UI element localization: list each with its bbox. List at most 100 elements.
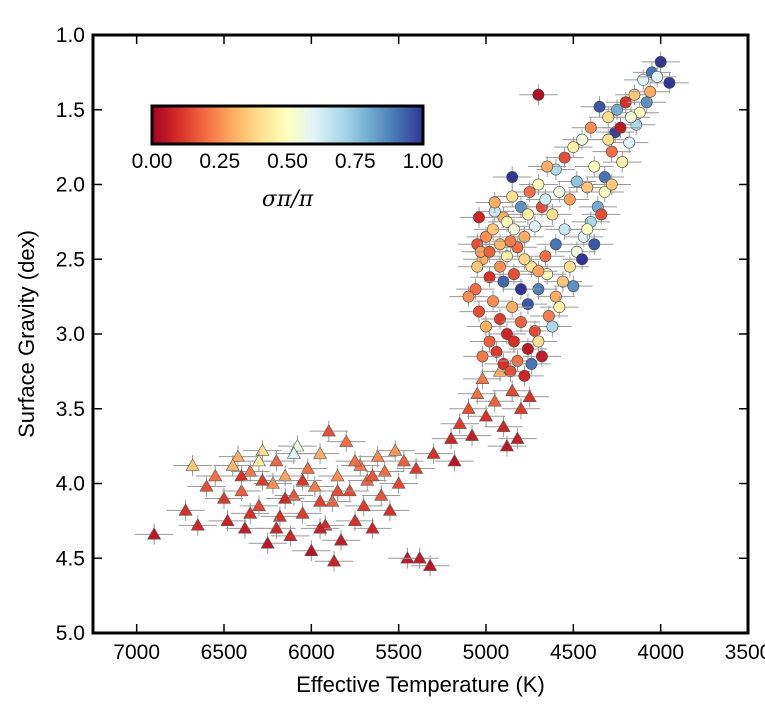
data-point-circle (518, 369, 531, 382)
data-point-triangle (356, 498, 371, 512)
data-point-circle (471, 260, 484, 273)
data-point-circle (504, 235, 517, 248)
data-point-triangle (370, 449, 385, 462)
data-point-triangle (295, 506, 310, 519)
colorbar-label: σπ/π (262, 187, 314, 212)
data-point-circle (488, 196, 501, 209)
data-point-triangle (327, 554, 342, 567)
data-point-circle (553, 186, 566, 198)
data-point-triangle (382, 503, 397, 516)
x-tick-label: 7000 (113, 641, 160, 664)
data-point-triangle (178, 503, 193, 516)
data-point-triangle (234, 483, 249, 497)
data-point-circle (501, 250, 513, 263)
data-point-circle (494, 313, 506, 325)
data-point-triangle (334, 533, 349, 546)
data-point-triangle (409, 461, 424, 474)
data-point-circle (539, 250, 552, 263)
x-tick-label: 4500 (550, 641, 597, 664)
data-point-triangle (510, 431, 525, 444)
data-point-circle (567, 141, 580, 154)
data-point-triangle (470, 386, 485, 399)
data-point-circle (535, 350, 548, 363)
data-point-circle (469, 283, 482, 296)
data-point-triangle (330, 468, 345, 482)
data-point-circle (483, 245, 496, 258)
data-point-circle (584, 121, 597, 134)
data-point-triangle (465, 428, 480, 441)
data-point-circle (483, 335, 496, 348)
data-point-triangle (452, 416, 467, 429)
data-point-triangle (283, 528, 298, 542)
data-point-circle (553, 301, 566, 313)
y-axis-label: Surface Gravity (dex) (14, 230, 39, 438)
data-point-triangle (365, 468, 380, 482)
data-point-circle (614, 121, 627, 134)
data-point-circle (525, 357, 538, 370)
data-point-circle (522, 208, 534, 221)
x-tick-label: 6000 (288, 641, 335, 664)
data-point-triangle (478, 409, 494, 422)
data-point-circle (532, 178, 545, 191)
data-point-triangle (374, 488, 389, 501)
data-point-circle (532, 88, 545, 101)
data-point-circle (504, 365, 517, 378)
data-point-triangle (220, 513, 235, 527)
data-point-triangle (325, 494, 340, 507)
data-point-circle (515, 316, 527, 328)
data-point-triangle (499, 439, 514, 452)
data-point-circle (501, 328, 513, 340)
data-point-circle (644, 85, 657, 98)
data-point-circle (556, 275, 569, 288)
data-point-circle (506, 301, 519, 313)
data-point-triangle (147, 527, 162, 540)
data-point-circle (473, 305, 485, 318)
data-point-circle (511, 355, 524, 367)
data-point-circle (616, 156, 629, 168)
data-point-triangle (208, 468, 223, 482)
data-point-triangle (321, 424, 336, 437)
data-point-circle (628, 88, 641, 101)
data-point-triangle (230, 449, 245, 462)
data-point-circle (549, 290, 562, 303)
data-point-triangle (313, 521, 328, 534)
data-point-triangle (286, 446, 301, 459)
data-point-circle (546, 320, 559, 333)
data-point-circle (549, 238, 562, 251)
y-tick-label: 4.0 (56, 473, 85, 496)
data-point-triangle (339, 434, 354, 447)
data-point-triangle (251, 453, 266, 467)
data-point-circle (576, 133, 588, 146)
data-point-triangle (255, 443, 270, 456)
data-point-triangle (444, 431, 459, 444)
data-point-circle (563, 260, 576, 273)
data-point-circle (602, 133, 615, 146)
data-point-circle (558, 151, 571, 164)
data-point-circle (483, 271, 496, 284)
data-point-circle (651, 70, 664, 83)
data-point-triangle (505, 383, 520, 396)
y-tick-label: 5.0 (56, 622, 85, 645)
data-point-triangle (237, 521, 252, 534)
data-point-circle (508, 223, 520, 236)
colorbar-tick-label: 0.50 (267, 150, 308, 173)
data-point-circle (605, 178, 618, 191)
data-point-triangle (377, 464, 392, 477)
y-tick-label: 2.0 (56, 174, 85, 197)
colorbar-tick-label: 0.75 (335, 150, 376, 173)
data-point-triangle (300, 461, 315, 474)
data-point-circle (518, 230, 531, 243)
data-point-triangle (260, 536, 275, 549)
data-point-circle (598, 186, 611, 198)
data-point-triangle (255, 473, 270, 486)
data-point-triangle (278, 468, 293, 482)
data-point-circle (494, 238, 506, 251)
data-point-triangle (330, 483, 345, 497)
data-point-triangle (243, 506, 258, 519)
data-point-circle (462, 290, 475, 303)
x-tick-label: 4000 (637, 641, 684, 664)
data-point-circle (508, 268, 520, 281)
x-tick-label: 6500 (201, 641, 248, 664)
data-point-circle (611, 103, 623, 116)
data-point-circle (532, 335, 545, 348)
